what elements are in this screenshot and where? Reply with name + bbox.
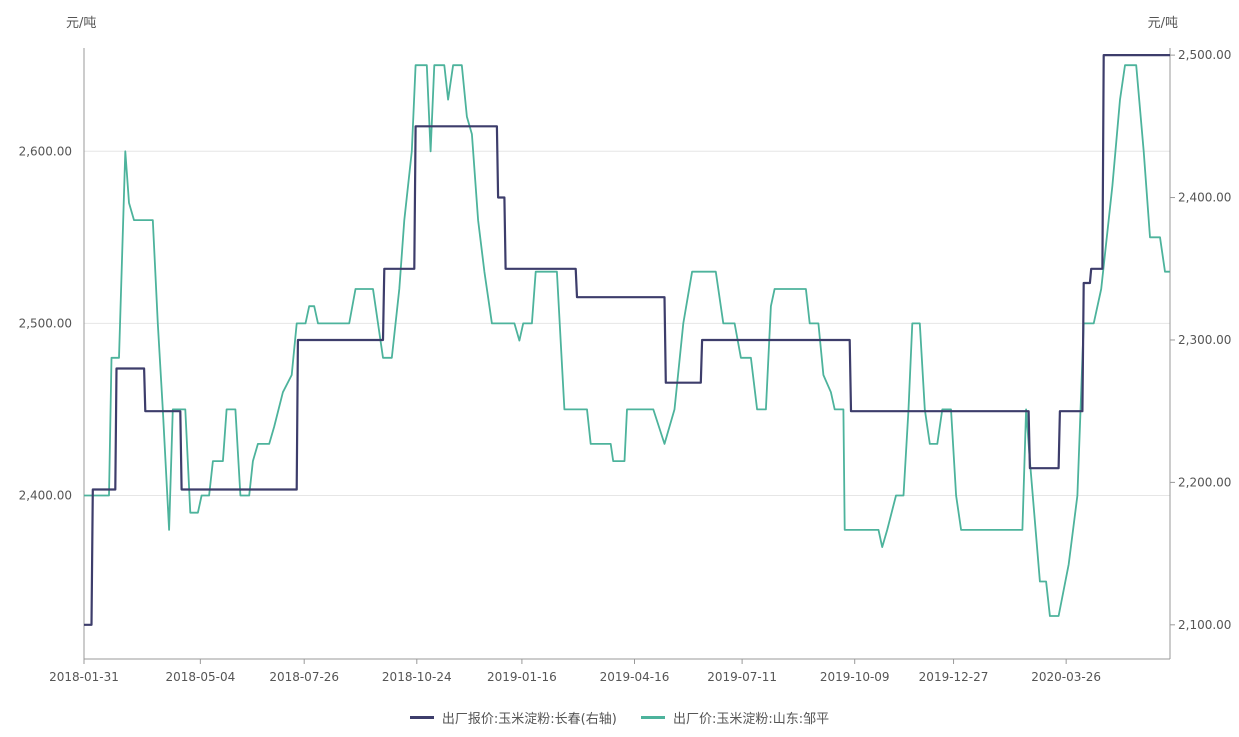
- legend-swatch-zouping: [640, 716, 665, 719]
- x-tick-label: 2018-10-24: [382, 670, 452, 684]
- legend-item-changchun[interactable]: 出厂报价:玉米淀粉:长春(右轴): [409, 708, 617, 727]
- series-line-zouping: [84, 64, 1170, 617]
- right-tick-label: 2,100.00: [1178, 618, 1231, 632]
- right-tick-label: 2,300.00: [1178, 333, 1231, 347]
- x-tick-label: 2018-07-26: [269, 670, 339, 684]
- legend: 出厂报价:玉米淀粉:长春(右轴) 出厂价:玉米淀粉:山东:邹平: [0, 708, 1239, 727]
- legend-label-changchun: 出厂报价:玉米淀粉:长春(右轴): [441, 712, 617, 727]
- legend-label-zouping: 出厂价:玉米淀粉:山东:邹平: [672, 712, 830, 727]
- legend-item-zouping[interactable]: 出厂价:玉米淀粉:山东:邹平: [640, 708, 830, 727]
- axes: 2,400.00 2,500.00 2,600.00 2,100.00 2,200.00…: [19, 48, 1231, 684]
- x-tick-label: 2018-05-04: [165, 670, 235, 684]
- left-tick-label: 2,400.00: [19, 488, 72, 502]
- legend-swatch-changchun: [409, 716, 434, 719]
- right-tick-label: 2,500.00: [1178, 48, 1231, 62]
- x-tick-label: 2019-01-16: [487, 670, 557, 684]
- right-axis-unit: 元/吨: [1148, 16, 1178, 31]
- left-axis-unit: 元/吨: [66, 16, 96, 31]
- x-tick-label: 2019-12-27: [919, 670, 989, 684]
- series-lines: [84, 53, 1170, 626]
- grid-lines: [84, 150, 1170, 496]
- x-tick-label: 2019-07-11: [707, 670, 777, 684]
- x-tick-label: 2019-04-16: [600, 670, 670, 684]
- x-tick-label: 2020-03-26: [1031, 670, 1101, 684]
- right-tick-label: 2,200.00: [1178, 475, 1231, 489]
- right-tick-label: 2,400.00: [1178, 191, 1231, 205]
- series-line-changchun: [84, 53, 1170, 626]
- x-tick-label: 2019-10-09: [820, 670, 890, 684]
- left-tick-label: 2,600.00: [19, 144, 72, 158]
- x-tick-label: 2018-01-31: [49, 670, 119, 684]
- left-tick-label: 2,500.00: [19, 316, 72, 330]
